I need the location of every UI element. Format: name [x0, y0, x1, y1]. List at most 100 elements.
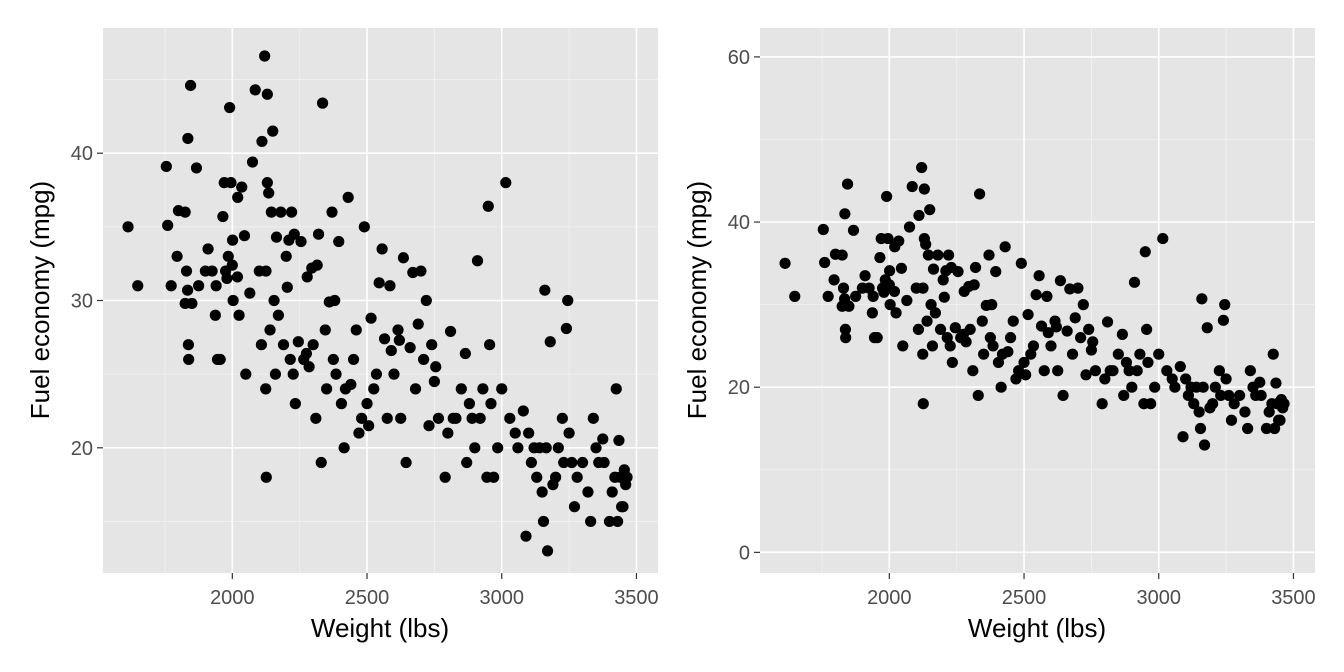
x-tick-label: 3000: [1136, 587, 1181, 609]
data-point: [165, 280, 177, 292]
data-point: [202, 243, 214, 255]
data-point: [301, 271, 313, 283]
data-point: [621, 471, 633, 483]
data-point: [418, 353, 430, 366]
data-point: [884, 299, 896, 311]
data-point: [1219, 299, 1231, 311]
data-point: [238, 230, 251, 242]
data-point: [260, 383, 272, 395]
data-point: [917, 348, 929, 360]
data-point: [347, 353, 360, 366]
data-point: [866, 307, 878, 319]
data-point: [1228, 398, 1240, 410]
data-point: [400, 456, 412, 469]
data-point: [225, 177, 237, 189]
data-point: [292, 336, 304, 348]
data-point: [995, 381, 1007, 393]
data-point: [531, 471, 543, 483]
data-point: [171, 250, 183, 262]
y-tick-label: 30: [71, 291, 93, 313]
data-point: [895, 262, 908, 274]
data-point: [256, 135, 268, 148]
data-point: [839, 208, 851, 220]
data-point: [920, 238, 932, 250]
data-point: [560, 322, 572, 335]
data-point: [568, 501, 581, 513]
data-point: [922, 249, 934, 261]
data-point: [184, 79, 197, 92]
data-point: [265, 206, 277, 218]
data-point: [917, 282, 929, 294]
data-point: [463, 398, 476, 410]
data-point: [918, 183, 930, 195]
data-point: [307, 339, 319, 351]
data-point: [363, 420, 375, 432]
data-point: [260, 471, 272, 483]
data-point: [246, 156, 259, 168]
data-point: [566, 456, 578, 469]
data-point: [488, 471, 500, 483]
data-point: [1225, 414, 1238, 426]
data-point: [603, 515, 616, 528]
data-point: [1201, 322, 1213, 334]
data-point: [779, 257, 791, 269]
data-point: [345, 378, 357, 391]
data-point: [388, 368, 400, 380]
data-point: [482, 200, 494, 212]
data-point: [932, 249, 944, 261]
data-point: [913, 209, 925, 222]
data-point: [285, 206, 298, 218]
data-point: [236, 181, 248, 193]
data-point: [1209, 381, 1221, 393]
data-point: [384, 280, 396, 292]
data-point: [897, 340, 909, 352]
data-point: [329, 294, 341, 307]
data-point: [571, 471, 583, 483]
data-point: [268, 294, 280, 307]
data-point: [249, 84, 261, 96]
data-point: [949, 322, 961, 334]
data-point: [874, 251, 886, 264]
data-point: [284, 353, 296, 366]
data-point: [836, 249, 848, 261]
data-point: [999, 241, 1011, 253]
data-point: [517, 405, 529, 417]
data-point: [342, 191, 354, 203]
data-point: [280, 250, 292, 262]
data-point: [397, 252, 410, 264]
x-tick-label: 3500: [1271, 587, 1316, 609]
data-point: [368, 383, 380, 395]
data-point: [1223, 389, 1235, 402]
data-point: [942, 249, 955, 261]
data-point: [1080, 369, 1092, 381]
data-point: [1083, 323, 1095, 336]
data-point: [1004, 332, 1017, 344]
data-point: [356, 412, 368, 424]
data-point: [442, 427, 454, 439]
data-point: [978, 348, 990, 360]
data-point: [232, 191, 244, 203]
data-point: [270, 231, 283, 243]
data-point: [509, 427, 521, 439]
data-point: [392, 324, 404, 336]
y-tick-label: 20: [728, 377, 750, 399]
data-point: [1197, 381, 1209, 393]
data-point: [1145, 398, 1157, 410]
x-axis-ticks: 2000 2500 3000 3500: [867, 573, 1316, 609]
data-point: [224, 101, 236, 114]
data-point: [190, 162, 203, 174]
data-point: [901, 294, 913, 307]
data-point: [926, 340, 939, 352]
data-point: [485, 398, 497, 410]
data-point: [906, 180, 918, 193]
data-point: [461, 456, 473, 469]
data-point: [240, 368, 252, 380]
data-point: [1194, 422, 1207, 435]
data-point: [903, 221, 916, 233]
y-axis-ticks: 20 30 40: [71, 143, 103, 460]
data-point: [415, 265, 427, 277]
data-point: [611, 515, 624, 528]
data-point: [350, 324, 362, 336]
data-point: [1157, 232, 1169, 245]
data-point: [300, 347, 313, 360]
